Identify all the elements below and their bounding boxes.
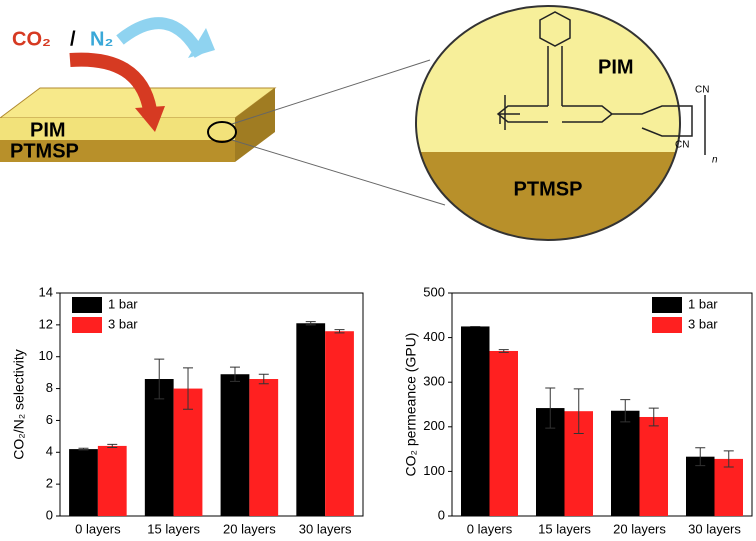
- x-tick-label: 0 layers: [75, 521, 121, 536]
- group-label: CN: [695, 85, 709, 96]
- y-tick-label: 500: [423, 284, 445, 299]
- legend-swatch: [72, 317, 102, 333]
- x-tick-label: 15 layers: [538, 521, 591, 536]
- y-tick-label: 100: [423, 463, 445, 478]
- y-tick-label: 2: [46, 476, 53, 491]
- y-axis-label: CO₂ permeance (GPU): [403, 333, 419, 477]
- y-tick-label: 300: [423, 374, 445, 389]
- bar: [296, 323, 326, 516]
- y-axis-label: CO₂/N₂ selectivity: [11, 349, 27, 459]
- error-bar: [334, 329, 345, 334]
- arrow-out: [116, 17, 206, 59]
- layer-top-label: PIM: [30, 119, 66, 141]
- zoom-spot: [207, 121, 237, 143]
- x-tick-label: 0 layers: [467, 521, 513, 536]
- gas2: N₂: [90, 28, 113, 50]
- bar: [325, 331, 354, 516]
- error-bar: [620, 399, 631, 423]
- arrow-in: [69, 52, 157, 112]
- plot-frame: [451, 292, 753, 517]
- y-tick-label: 4: [46, 444, 53, 459]
- error-bar: [695, 447, 706, 467]
- legend-label: 1 bar: [688, 296, 718, 311]
- zoom-outline: [415, 5, 681, 241]
- zoom-line: [231, 59, 431, 125]
- legend-swatch: [652, 297, 682, 313]
- bar: [461, 326, 490, 516]
- error-bar: [107, 443, 118, 449]
- bar: [69, 449, 98, 516]
- y-tick-label: 10: [39, 348, 53, 363]
- x-tick-label: 20 layers: [613, 521, 666, 536]
- y-tick-label: 12: [39, 316, 53, 331]
- error-bar: [498, 349, 509, 353]
- zoom-top-label: PIM: [598, 56, 634, 78]
- y-tick-label: 0: [438, 507, 445, 522]
- error-bar: [723, 450, 734, 468]
- bar: [686, 456, 715, 516]
- legend-swatch: [72, 297, 102, 313]
- legend-label: 3 bar: [108, 316, 138, 331]
- bar: [639, 416, 668, 516]
- error-bar: [573, 388, 584, 434]
- error-bar: [229, 366, 240, 382]
- legend-label: 1 bar: [108, 296, 138, 311]
- bar: [249, 379, 279, 516]
- bar: [97, 445, 127, 516]
- error-bar: [305, 321, 316, 326]
- x-tick-label: 30 layers: [299, 521, 352, 536]
- y-tick-label: 0: [46, 507, 53, 522]
- arrow-in-head: [135, 106, 165, 132]
- zoom-circle: [416, 6, 680, 240]
- bar: [489, 350, 518, 516]
- bar: [173, 388, 203, 516]
- error-bar: [258, 373, 269, 385]
- slab-front-bottom: [0, 140, 235, 162]
- error-bar: [154, 358, 165, 400]
- x-tick-label: 30 layers: [688, 521, 741, 536]
- bar: [611, 410, 640, 516]
- zoom-bottom-label: PTMSP: [514, 178, 583, 200]
- group-label: CN: [675, 140, 689, 151]
- plot-frame: [59, 292, 364, 517]
- y-tick-label: 400: [423, 329, 445, 344]
- bar: [714, 458, 743, 516]
- gas1: CO₂: [12, 28, 51, 50]
- error-bar: [78, 447, 89, 451]
- bar: [220, 374, 250, 516]
- legend-label: 3 bar: [688, 316, 718, 331]
- arrow-out-head: [188, 28, 215, 58]
- error-bar: [648, 407, 659, 427]
- y-tick-label: 14: [39, 284, 53, 299]
- separator: /: [70, 28, 76, 50]
- y-tick-label: 8: [46, 380, 53, 395]
- structure: [496, 11, 706, 155]
- slab-front-top: [0, 118, 235, 140]
- x-tick-label: 20 layers: [223, 521, 276, 536]
- zoom-top: [416, 6, 680, 152]
- error-bar: [183, 367, 194, 410]
- legend-swatch: [652, 317, 682, 333]
- error-bar: [545, 387, 556, 429]
- zoom-line: [231, 139, 446, 206]
- repeat-label: n: [712, 155, 718, 166]
- layer-bottom-label: PTMSP: [10, 140, 79, 162]
- bar: [144, 379, 174, 516]
- x-tick-label: 15 layers: [147, 521, 200, 536]
- y-tick-label: 6: [46, 412, 53, 427]
- y-tick-label: 200: [423, 418, 445, 433]
